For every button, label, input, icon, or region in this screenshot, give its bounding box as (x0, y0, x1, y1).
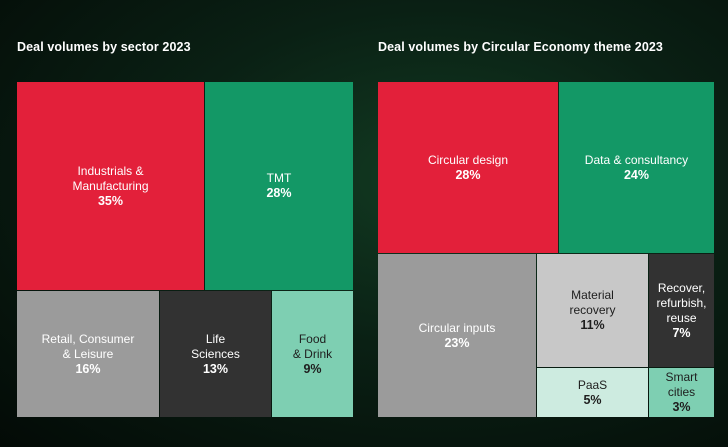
tile-label: Data & consultancy (584, 152, 689, 167)
tile-recover-refurbish-reuse: Recover, refurbish, reuse 7% (649, 254, 714, 367)
sector-chart-title: Deal volumes by sector 2023 (17, 40, 191, 54)
tile-label: Circular inputs (418, 320, 496, 335)
tile-value: 28% (455, 167, 481, 182)
tile-food-drink: Food & Drink 9% (272, 291, 353, 417)
tile-smart-cities: Smart cities 3% (649, 368, 714, 417)
tile-material-recovery: Material recovery 11% (537, 254, 648, 367)
tile-label: Recover, refurbish, reuse (656, 280, 707, 325)
tile-label: Smart cities (665, 370, 698, 399)
tile-value: 16% (75, 361, 101, 376)
tile-label: Retail, Consumer & Leisure (41, 331, 135, 361)
tile-label: Food & Drink (292, 331, 333, 361)
tile-value: 35% (97, 193, 124, 208)
tile-industrials-manufacturing: Industrials & Manufacturing 35% (17, 82, 204, 290)
theme-treemap: Circular design 28% Data & consultancy 24% C… (378, 82, 714, 417)
tile-value: 5% (583, 392, 602, 407)
tile-circular-design: Circular design 28% (378, 82, 558, 253)
tile-value: 11% (580, 318, 605, 332)
tile-value: 3% (672, 400, 691, 414)
tile-tmt: TMT 28% (205, 82, 353, 290)
tile-value: 7% (672, 325, 691, 340)
tile-value: 9% (303, 361, 322, 376)
theme-chart-title: Deal volumes by Circular Economy theme 2… (378, 40, 663, 54)
tile-data-consultancy: Data & consultancy 24% (559, 82, 714, 253)
tile-paas: PaaS 5% (537, 368, 648, 417)
tile-label: Life Sciences (191, 331, 240, 361)
tile-label: TMT (266, 171, 292, 185)
tile-value: 23% (444, 335, 470, 350)
tile-label: Industrials & Manufacturing (72, 163, 149, 193)
tile-life-sciences: Life Sciences 13% (160, 291, 271, 417)
tile-label: Material recovery (569, 288, 616, 317)
tile-circular-inputs: Circular inputs 23% (378, 254, 536, 417)
tile-label: PaaS (577, 377, 608, 392)
tile-label: Circular design (427, 152, 509, 167)
tile-value: 28% (266, 186, 292, 200)
tile-value: 24% (623, 167, 650, 182)
sector-treemap: Industrials & Manufacturing 35% TMT 28% Reta… (17, 82, 353, 417)
tile-retail-consumer-leisure: Retail, Consumer & Leisure 16% (17, 291, 159, 417)
tile-value: 13% (202, 361, 229, 376)
